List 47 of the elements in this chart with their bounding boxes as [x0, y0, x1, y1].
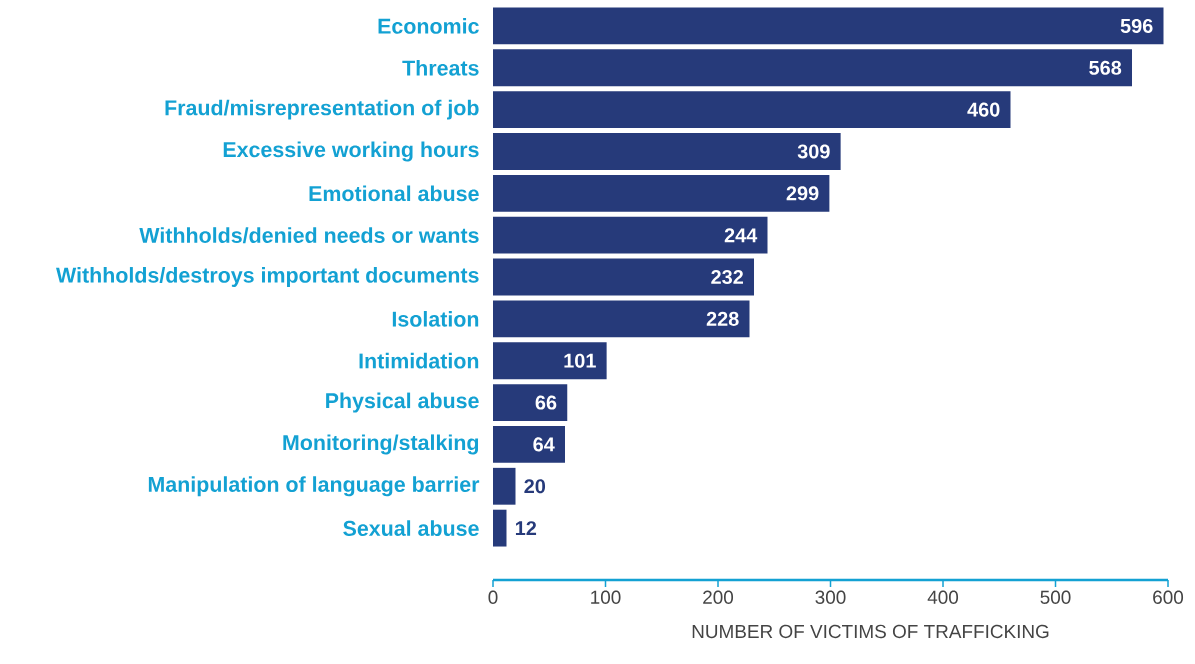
- y-tick-label: Isolation: [392, 311, 479, 327]
- x-tick-label: 300: [815, 590, 846, 604]
- x-axis-title: NUMBER OF VICTIMS OF TRAFFICKING: [692, 624, 1049, 639]
- x-tick-label: 100: [591, 590, 621, 604]
- data-label: 596: [1120, 18, 1153, 33]
- bar: [493, 384, 568, 421]
- bar: [493, 216, 768, 254]
- bar: [493, 426, 565, 463]
- y-tick-label: Fraud/misrepresentation of job: [165, 99, 479, 120]
- data-label: 228: [706, 311, 739, 326]
- data-label: 101: [564, 353, 596, 368]
- x-tick-label: 200: [703, 590, 734, 604]
- y-tick-label: Withholds/denied needs or wants: [139, 227, 479, 244]
- y-tick-label: Economic: [378, 18, 479, 34]
- x-tick-label: 600: [1153, 590, 1184, 604]
- x-tick-label: 400: [927, 590, 959, 604]
- y-tick-label: Emotional abuse: [309, 185, 479, 202]
- bar: [493, 91, 1011, 129]
- y-tick-label: Excessive working hours: [223, 141, 479, 162]
- y-tick-label: Physical abuse: [326, 392, 479, 413]
- data-label: 12: [515, 521, 537, 536]
- data-label: 309: [797, 144, 830, 159]
- bar: [493, 467, 516, 505]
- data-label: 64: [533, 437, 555, 452]
- bar: [493, 174, 830, 212]
- data-label: 568: [1089, 60, 1122, 75]
- bar: [493, 49, 1132, 87]
- x-tick-label: 0: [488, 590, 498, 604]
- bar: [493, 258, 754, 296]
- data-label: 20: [524, 479, 546, 494]
- y-tick-label: Sexual abuse: [343, 520, 479, 536]
- data-label: 232: [711, 269, 743, 285]
- data-label: 66: [535, 395, 557, 410]
- bar: [493, 342, 607, 380]
- data-label: 460: [967, 102, 1000, 117]
- y-tick-label: Intimidation: [359, 352, 479, 369]
- bar: [493, 133, 841, 170]
- y-tick-label: Threats: [402, 59, 479, 76]
- bar: [493, 300, 750, 338]
- x-tick-label: 500: [1040, 590, 1071, 604]
- y-tick-label: Manipulation of language barrier: [148, 476, 480, 497]
- y-tick-label: Monitoring/stalking: [283, 434, 479, 455]
- bar: [493, 7, 1164, 45]
- data-label: 299: [786, 186, 819, 201]
- y-tick-label: Withholds/destroys important documents: [56, 267, 479, 288]
- data-label: 244: [724, 228, 758, 243]
- bar: [493, 509, 507, 547]
